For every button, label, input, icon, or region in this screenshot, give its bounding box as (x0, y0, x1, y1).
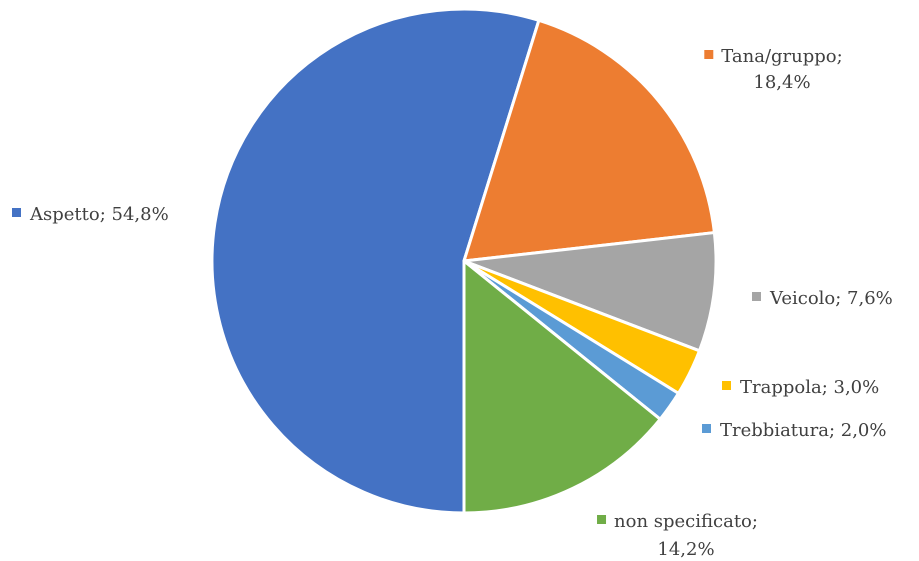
legend-key-icon (12, 208, 21, 217)
data-label-veicolo: Veicolo; 7,6% (752, 288, 893, 309)
data-label-text: non specificato; (614, 511, 758, 532)
data-label-text: 14,2% (657, 539, 714, 560)
pie-slice-veicolo (462, 231, 718, 353)
pie-slices (210, 7, 718, 515)
data-label-tana-gruppo: Tana/gruppo; 18,4% (704, 46, 843, 93)
data-label-text: Tana/gruppo; (721, 46, 842, 67)
data-label-text: Aspetto; 54,8% (29, 204, 169, 225)
data-label-text: Trappola; 3,0% (740, 377, 879, 398)
legend-key-icon (702, 424, 711, 433)
legend-key-icon (752, 292, 761, 301)
data-label-text: Veicolo; 7,6% (769, 288, 893, 309)
data-label-text: Trebbiatura; 2,0% (720, 420, 886, 441)
data-labels: Aspetto; 54,8% Tana/gruppo; 18,4% Veicolo; … (12, 46, 893, 560)
data-label-trebbiatura: Trebbiatura; 2,0% (702, 420, 886, 441)
data-label-trappola: Trappola; 3,0% (722, 377, 879, 398)
pie-slice-tana-gruppo (462, 18, 716, 263)
legend-key-icon (722, 381, 731, 390)
pie-slice-aspetto (210, 7, 541, 515)
legend-key-icon (597, 515, 607, 524)
data-label-text: 18,4% (753, 72, 810, 93)
data-label-aspetto: Aspetto; 54,8% (12, 204, 169, 225)
legend-key-icon (704, 50, 714, 59)
pie-slice-non-specificato (462, 259, 662, 515)
data-label-non-specificato: non specificato; 14,2% (597, 511, 758, 560)
